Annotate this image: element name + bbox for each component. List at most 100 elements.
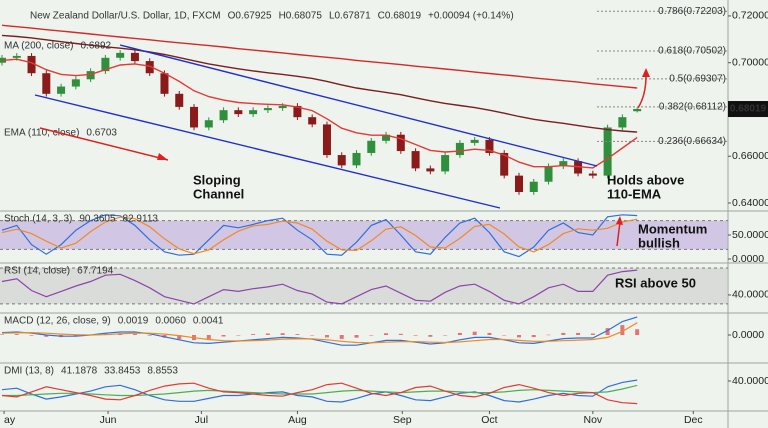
x-tick-label: ay <box>4 414 16 426</box>
candle-body <box>396 134 405 152</box>
indicator-line <box>1 316 638 346</box>
histogram-bar <box>384 333 389 335</box>
price-tag <box>728 101 768 118</box>
candle-body <box>559 161 568 167</box>
histogram-bar <box>576 332 581 335</box>
y-tick-label: 50.0000 <box>732 229 768 241</box>
candle-body <box>116 52 125 58</box>
indicator-value: 0.0019 <box>118 316 149 327</box>
histogram-bar <box>590 333 595 335</box>
candle-body <box>529 181 538 192</box>
arrow <box>39 127 169 161</box>
histogram-bar <box>265 333 270 335</box>
indicator-line <box>1 214 638 258</box>
histogram-bar <box>236 335 241 336</box>
y-tick-label: 0.70000 <box>732 56 768 68</box>
legend-name: EMA (110, close) <box>4 128 79 139</box>
indicator-value: 33.8453 <box>104 366 141 377</box>
ohlc-value: O0.67925 <box>228 11 272 22</box>
candle-body <box>130 52 139 62</box>
y-tick-label: 0.72000 <box>732 10 768 22</box>
histogram-bar <box>487 332 492 335</box>
candle-body <box>145 61 154 74</box>
histogram-bar <box>413 335 418 336</box>
candle-body <box>57 86 66 94</box>
candle-body <box>278 105 287 109</box>
candle-body <box>219 110 228 121</box>
indicator-line <box>2 384 638 397</box>
candle-body <box>441 155 450 172</box>
indicator-line <box>1 382 638 405</box>
histogram-bar <box>531 335 536 338</box>
candle-body <box>308 117 317 125</box>
indicator-line <box>1 216 638 255</box>
candle-body <box>618 117 627 128</box>
candle-body <box>249 110 258 115</box>
histogram-bar <box>29 335 34 336</box>
histogram-bar <box>620 325 625 335</box>
candle-body <box>27 55 36 74</box>
histogram-bar <box>295 334 300 335</box>
fib-label: 0.382(0.68112) <box>659 101 726 112</box>
ohlc-value: +0.00094 (+0.14%) <box>428 11 514 22</box>
indicator-title: MACD (12, 26, close, 9) <box>4 316 111 327</box>
histogram-bar <box>635 329 640 335</box>
annotation: Holds above <box>607 172 684 187</box>
candle-body <box>12 55 21 58</box>
candle-body <box>455 142 464 156</box>
ohlc-value: C0.68019 <box>378 11 422 22</box>
indicator-title: DMI (13, 8) <box>4 366 54 377</box>
candle-body <box>367 140 376 153</box>
candle-body <box>263 108 272 111</box>
candle-body <box>485 139 494 153</box>
indicator-line <box>1 269 638 305</box>
indicator-value: 8.8553 <box>147 366 178 377</box>
histogram-bar <box>472 331 477 335</box>
candle-body <box>514 175 523 192</box>
band <box>0 268 728 304</box>
candle-body <box>322 124 331 156</box>
y-tick-label: 40.0000 <box>732 375 768 387</box>
candle-body <box>544 166 553 182</box>
candle-body <box>470 139 479 143</box>
y-tick-label: 0.66000 <box>732 150 768 162</box>
legend-name: MA (200, close) <box>4 41 73 52</box>
candle-body <box>426 168 435 172</box>
indicator-title: RSI (14, close) <box>4 266 70 277</box>
histogram-bar <box>280 333 285 335</box>
x-tick-label: Nov <box>583 414 602 426</box>
candle-body <box>633 109 642 112</box>
indicator-line <box>1 24 638 89</box>
x-tick-label: Oct <box>481 414 497 426</box>
indicator-title: Stoch (14, 3, 3) <box>4 214 72 225</box>
x-tick-label: Sep <box>393 414 412 426</box>
chart-title: New Zealand Dollar/U.S. Dollar, 1D, FXCM <box>30 11 221 22</box>
candle-body <box>337 155 346 166</box>
histogram-bar <box>457 332 462 335</box>
histogram-bar <box>546 334 551 336</box>
annotation: Channel <box>193 186 244 201</box>
ohlc-value: H0.68075 <box>279 11 323 22</box>
fib-label: 0.786(0.72203) <box>658 6 726 17</box>
y-tick-label: 40.0000 <box>732 289 768 301</box>
candle-body <box>603 127 612 176</box>
histogram-bar <box>177 335 182 340</box>
fib-label: 0.5(0.69307) <box>669 74 726 85</box>
candle-body <box>411 151 420 169</box>
indicator-value: 41.1878 <box>61 366 98 377</box>
band <box>0 220 728 250</box>
histogram-bar <box>339 335 344 339</box>
y-tick-label: 0.64000 <box>732 197 768 209</box>
annotation: RSI above 50 <box>615 275 696 290</box>
histogram-bar <box>132 333 137 335</box>
arrow <box>637 75 647 109</box>
histogram-bar <box>206 335 211 339</box>
indicator-line <box>1 58 638 169</box>
histogram-bar <box>369 335 374 336</box>
x-tick-label: Dec <box>684 414 703 426</box>
x-tick-label: Jul <box>195 414 208 426</box>
histogram-bar <box>310 335 315 336</box>
histogram-bar <box>502 335 507 336</box>
